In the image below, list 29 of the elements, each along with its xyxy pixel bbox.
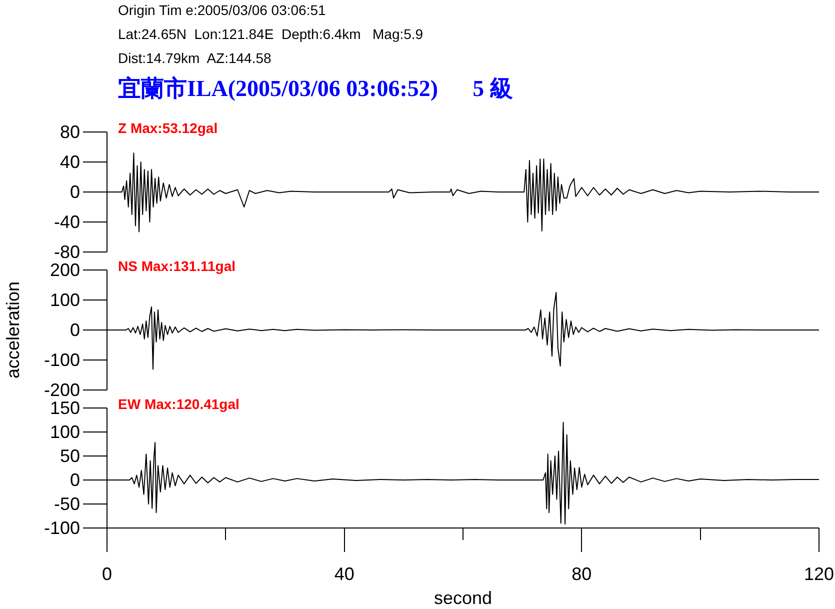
y-tick-label: 100 (50, 422, 80, 442)
x-tick-label: 0 (102, 564, 112, 584)
y-tick-label: -100 (44, 518, 80, 538)
y-tick-label: 50 (60, 446, 80, 466)
y-tick-label: -80 (54, 242, 80, 262)
y-tick-label: 0 (70, 182, 80, 202)
x-tick-label: 120 (804, 564, 834, 584)
y-tick-label: 80 (60, 122, 80, 142)
x-axis-title: second (434, 588, 492, 608)
y-tick-label: 0 (70, 320, 80, 340)
y-tick-label: 0 (70, 470, 80, 490)
y-tick-label: -40 (54, 212, 80, 232)
y-axis-title: acceleration (3, 281, 23, 379)
text: Lat:24.65N Lon:121.84E Depth:6.4km Mag:5.9 (118, 26, 424, 42)
y-tick-label: 100 (50, 290, 80, 310)
chart-title: Z Max:53.12gal (118, 120, 218, 136)
y-tick-label: -50 (54, 494, 80, 514)
y-tick-label: -200 (44, 380, 80, 400)
text: Origin Tim e:2005/03/06 03:06:51 (118, 2, 326, 18)
y-tick-label: -100 (44, 350, 80, 370)
y-tick-label: 200 (50, 260, 80, 280)
y-tick-label: 150 (50, 398, 80, 418)
text: 宜蘭市ILA(2005/03/06 03:06:52) 5 級 (118, 75, 513, 101)
text: Dist:14.79km AZ:144.58 (118, 50, 272, 66)
y-tick-label: 40 (60, 152, 80, 172)
chart-title: NS Max:131.11gal (118, 258, 236, 274)
x-tick-label: 80 (572, 564, 592, 584)
chart-title: EW Max:120.41gal (118, 396, 240, 412)
x-tick-label: 40 (334, 564, 354, 584)
